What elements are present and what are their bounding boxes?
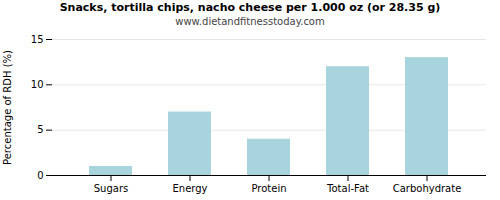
svg-text:0: 0: [37, 170, 43, 181]
svg-text:15: 15: [31, 34, 44, 45]
svg-text:Energy: Energy: [172, 183, 207, 194]
html-text:Snacks, tortilla chips, nacho: Snacks, tortilla chips, nacho cheese per…: [59, 1, 441, 14]
html-text:www.dietandfitnesstoday.com: www.dietandfitnesstoday.com: [175, 16, 325, 27]
svg-text:Sugars: Sugars: [94, 183, 128, 194]
svg-text:10: 10: [31, 79, 44, 90]
svg-text:Protein: Protein: [251, 183, 286, 194]
svg-text:5: 5: [37, 124, 43, 135]
svg-text:Carbohydrate: Carbohydrate: [393, 183, 462, 194]
svg-text:Percentage of RDH (%): Percentage of RDH (%): [2, 50, 13, 165]
svg-text:Total-Fat: Total-Fat: [326, 183, 369, 194]
